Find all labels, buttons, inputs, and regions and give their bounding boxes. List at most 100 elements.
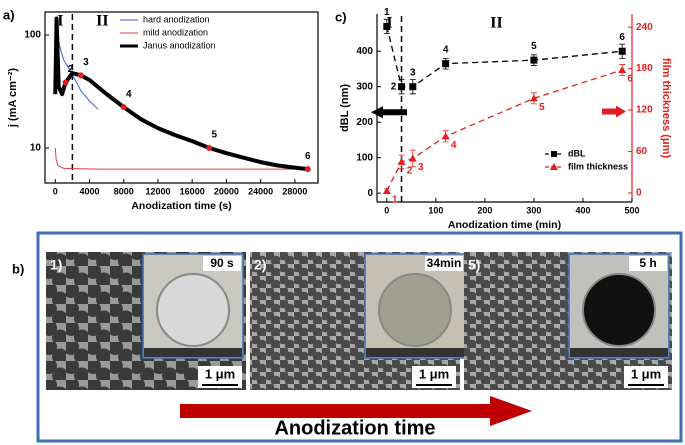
marker: [529, 94, 538, 102]
plot-frame: [44, 11, 319, 184]
scale-label: 1 μm: [205, 366, 235, 381]
legend-label: mild anodization: [143, 27, 208, 37]
highlight-point: [120, 104, 127, 111]
x-tick-label: 28000: [282, 186, 307, 196]
point-label: 6: [305, 151, 311, 162]
point-label: 1: [384, 7, 390, 18]
y-tick-label: 300: [356, 81, 373, 92]
marker: [618, 47, 626, 55]
x-tick-label: 4000: [79, 186, 99, 196]
point-label: 6: [619, 32, 625, 43]
point-label: 2: [407, 166, 413, 177]
y-axis-label: dBL (nm): [339, 84, 351, 132]
point-label: 1: [392, 195, 398, 206]
point-label: 6: [627, 74, 633, 85]
point-label: 4: [451, 140, 457, 151]
marker: [530, 56, 538, 64]
y2-tick-label: 120: [636, 105, 653, 116]
x-tick-label: 8000: [114, 186, 134, 196]
axis-arrow: [371, 106, 407, 119]
series-line: [386, 69, 623, 192]
marker: [442, 60, 450, 68]
y-axis-label: j (mA cm⁻²): [7, 68, 19, 129]
legend-label: dBL: [568, 148, 586, 158]
scale-box: [198, 366, 242, 388]
y2-tick-label: 240: [636, 22, 653, 33]
panel-label: c): [335, 9, 347, 24]
point-label: 5: [531, 41, 537, 52]
x-axis-label: Anodization time (s): [131, 200, 231, 212]
point-label: 3: [418, 162, 424, 173]
y-tick-label: 400: [356, 46, 373, 57]
highlight-point: [206, 145, 213, 152]
y-tick-label: 0: [367, 188, 373, 199]
scale-label: 1 μm: [631, 366, 661, 381]
legend-label: Janus anodization: [143, 40, 216, 50]
region-label: II: [490, 15, 502, 32]
panel-label: a): [3, 7, 15, 22]
point-label: 5: [212, 130, 218, 141]
x-tick-label: 24000: [248, 186, 273, 196]
x-tick-label: 100: [428, 205, 443, 215]
time-box: [425, 256, 463, 271]
marker: [397, 157, 406, 165]
highlight-point: [304, 166, 311, 173]
point-label: 5: [539, 102, 545, 113]
marker: [409, 83, 417, 91]
time-label: 5 h: [639, 256, 656, 270]
scale-box: [624, 366, 668, 388]
scale-label: 1 μm: [419, 366, 449, 381]
x-tick-label: 0: [53, 186, 58, 196]
region-label: II: [96, 13, 108, 30]
point-label: 3: [83, 57, 89, 68]
point-label: 4: [443, 44, 449, 55]
x-axis-label: Anodization time (min): [448, 219, 561, 231]
x-tick-label: 20000: [214, 186, 239, 196]
time-arrow: [180, 396, 532, 426]
arrow-label: Anodization time: [274, 417, 435, 439]
inset-sample: [156, 273, 230, 347]
series-line: [54, 21, 99, 110]
y2-tick-label: 60: [636, 146, 648, 157]
time-label: 34min: [427, 256, 462, 270]
highlight-point: [77, 72, 84, 79]
marker: [382, 186, 391, 194]
inset-ruler: [366, 348, 464, 357]
x-tick-label: 16000: [180, 186, 205, 196]
series-line: [54, 147, 308, 170]
y-tick-label: 10: [30, 143, 42, 154]
y-tick-label: 100: [356, 152, 373, 163]
inset-ruler: [144, 348, 242, 357]
series-line: [386, 26, 623, 88]
panel-label: b): [12, 261, 24, 276]
x-tick-label: 200: [477, 205, 492, 215]
x-tick-label: 400: [575, 205, 590, 215]
y-tick-label: 200: [356, 117, 373, 128]
y2-tick-label: 180: [636, 63, 653, 74]
legend-label: hard anodization: [143, 14, 210, 24]
image-label: 5): [468, 257, 480, 273]
time-box: [629, 256, 667, 271]
time-label: 90 s: [210, 256, 234, 270]
region-label: I: [57, 13, 63, 30]
marker: [618, 65, 627, 73]
inset-ruler: [570, 348, 668, 357]
point-label: 2: [68, 64, 74, 75]
point-label: 4: [126, 89, 132, 100]
x-tick-label: 300: [526, 205, 541, 215]
marker: [383, 22, 391, 30]
panel-frame: [36, 231, 683, 443]
point-label: 2: [391, 81, 397, 92]
marker: [408, 154, 417, 162]
point-label: 3: [410, 67, 416, 78]
y-tick-label: 100: [24, 30, 41, 41]
marker: [398, 83, 406, 91]
series-line: [53, 16, 308, 172]
legend-marker: [550, 163, 558, 170]
inset-sample: [378, 273, 452, 347]
legend-marker: [551, 151, 557, 157]
x-tick-label: 0: [384, 205, 389, 215]
x-tick-label: 12000: [145, 186, 170, 196]
marker: [441, 132, 450, 140]
